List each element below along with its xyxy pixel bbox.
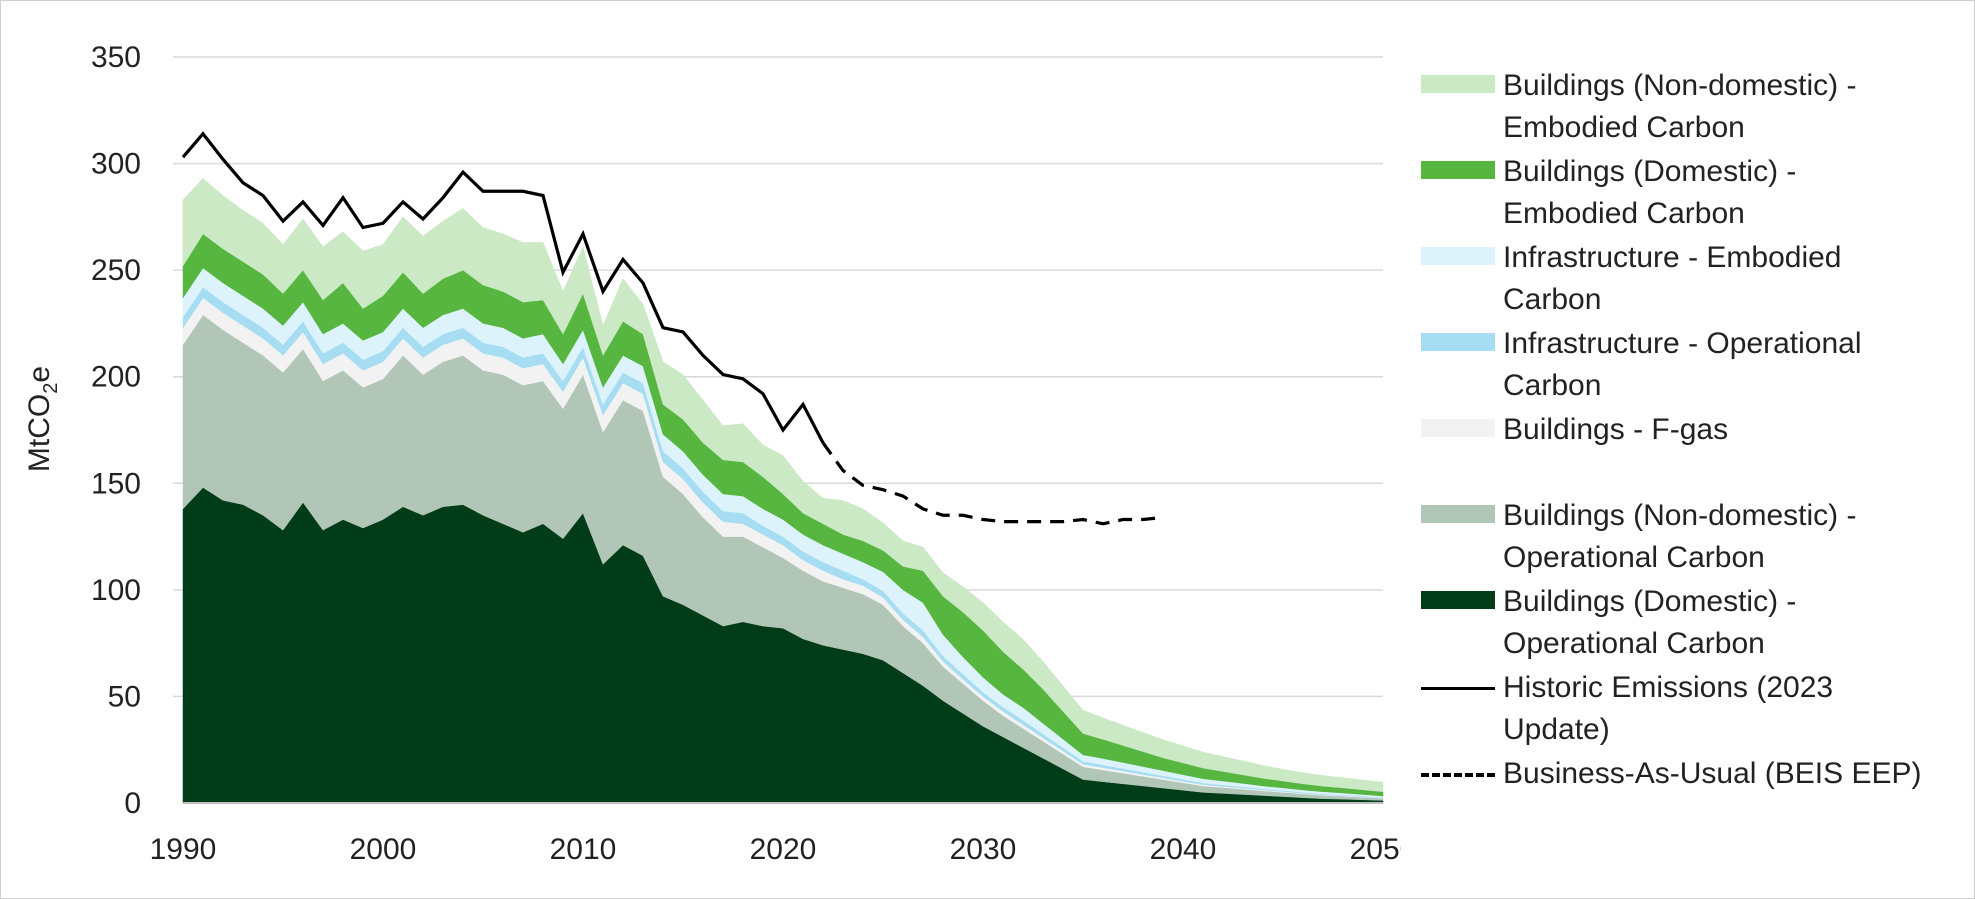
y-tick-label: 300 [91, 148, 141, 181]
x-tick-label: 2000 [350, 833, 417, 866]
emission-lines [181, 131, 1164, 526]
legend-label: Infrastructure - Embodied Carbon [1503, 241, 1842, 316]
stacked-area-chart: 0 50 100 150 200 250 300 350 1990 2000 2010 2020 20… [23, 41, 1401, 866]
legend-swatch [1421, 161, 1495, 179]
legend-label: Infrastructure - Operational Carbon [1503, 327, 1862, 402]
legend-label: Buildings (Non-domestic) - Embodied Carbo… [1503, 69, 1857, 144]
legend-label: Historic Emissions (2023 Update) [1503, 671, 1834, 746]
y-tick-label: 0 [124, 787, 141, 820]
legend-swatch [1421, 247, 1495, 265]
x-tick-label: 1990 [150, 833, 217, 866]
x-tick-label: 2040 [1150, 833, 1217, 866]
legend-label: Buildings (Domestic) - Embodied Carbon [1503, 155, 1797, 230]
x-axis-ticks: 1990 2000 2010 2020 2030 2040 2050 [150, 833, 1401, 866]
x-tick-label: 2030 [950, 833, 1017, 866]
historic-emissions-line [181, 131, 825, 444]
stacked-areas [182, 178, 1384, 804]
legend-swatch [1421, 333, 1495, 351]
legend-label: Business-As-Usual (BEIS EEP) [1503, 757, 1922, 790]
x-tick-label: 2020 [750, 833, 817, 866]
y-axis-ticks: 0 50 100 150 200 250 300 350 [91, 41, 141, 820]
y-axis-label: MtCO2e [23, 366, 62, 472]
legend-swatch [1421, 419, 1495, 437]
legend-label: Buildings (Domestic) - Operational Carbon [1503, 585, 1797, 660]
legend-line-dashed [1421, 773, 1495, 777]
legend-label: Buildings (Non-domestic) - Operational Ca… [1503, 499, 1857, 574]
area-series-6 [182, 178, 1384, 792]
business-as-usual-line [821, 441, 1164, 526]
y-tick-label: 150 [91, 467, 141, 500]
y-tick-label: 250 [91, 254, 141, 287]
legend-line-solid [1421, 687, 1495, 690]
y-tick-label: 200 [91, 361, 141, 394]
legend-swatch [1421, 75, 1495, 93]
x-tick-label: 2010 [550, 833, 617, 866]
y-tick-label: 50 [108, 680, 141, 713]
x-tick-label: 2050 [1350, 833, 1401, 866]
legend-label: Buildings - F-gas [1503, 413, 1729, 446]
legend-swatch [1421, 591, 1495, 609]
y-tick-label: 350 [91, 41, 141, 74]
y-tick-label: 100 [91, 574, 141, 607]
legend-swatch [1421, 505, 1495, 523]
